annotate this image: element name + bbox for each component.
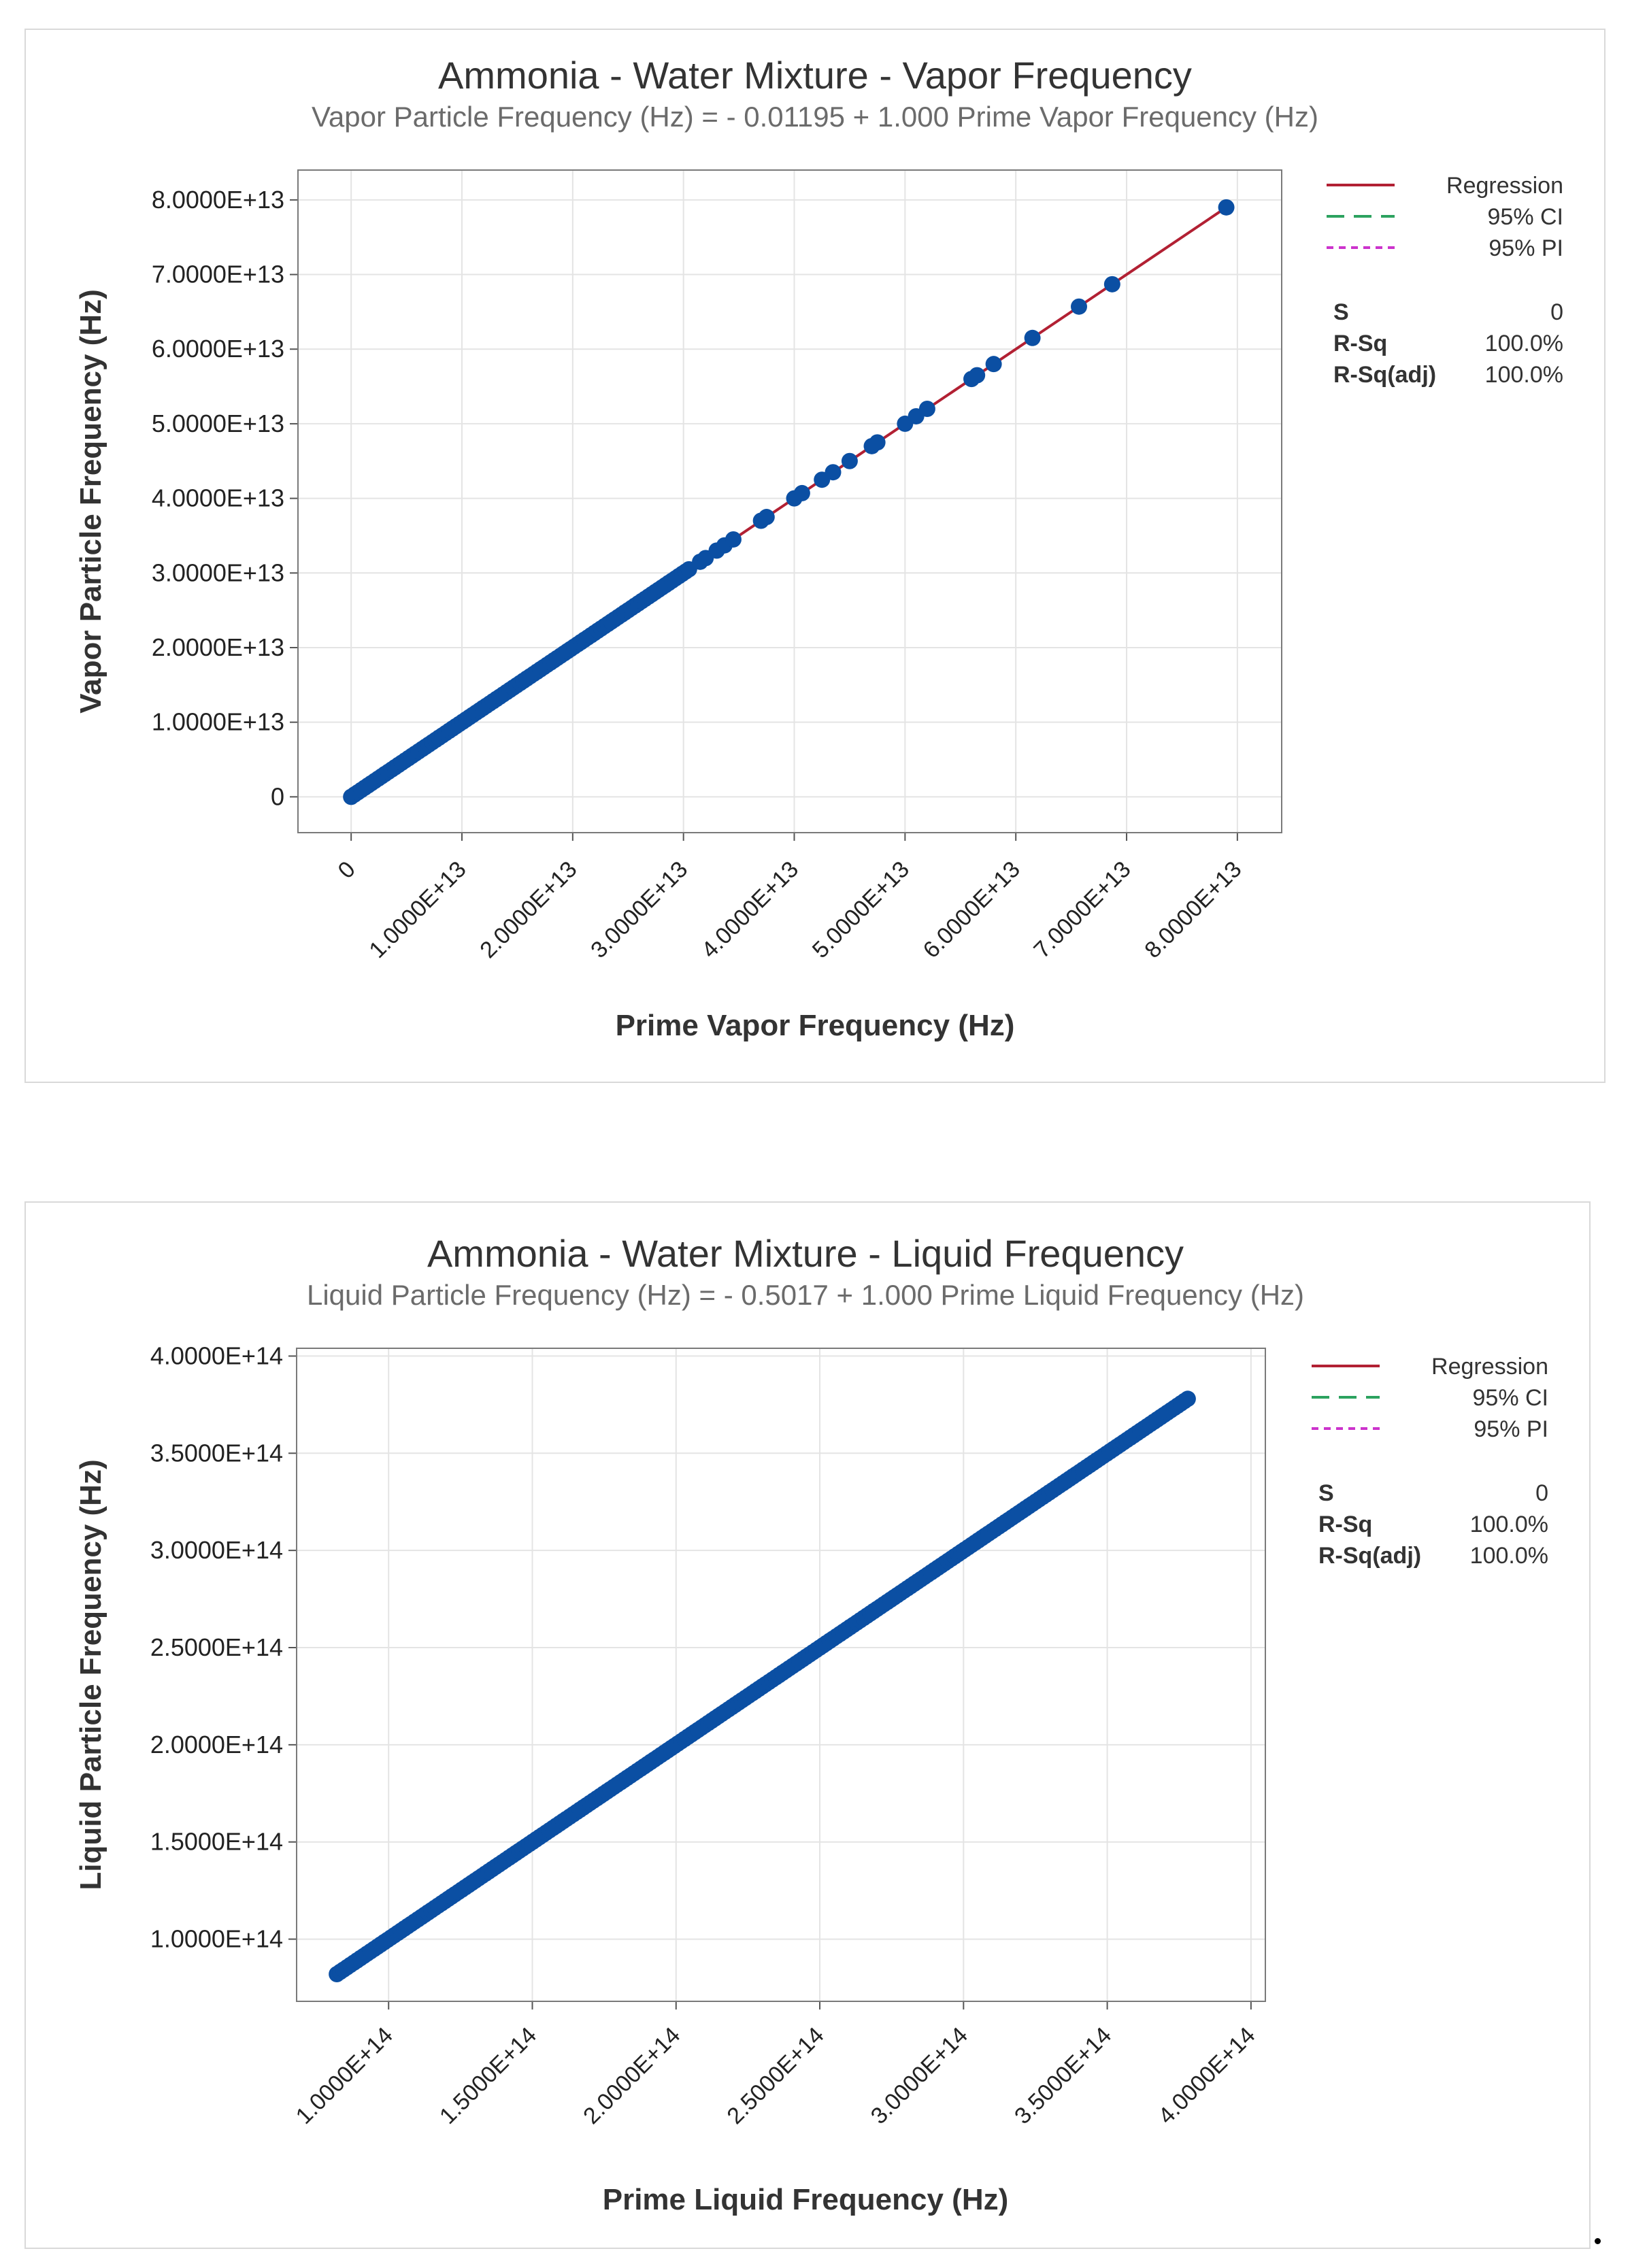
vapor-frequency-chart: Ammonia - Water Mixture - Vapor Frequenc… <box>74 54 1563 1042</box>
legend-label: Regression <box>1431 1354 1548 1380</box>
x-tick-label: 4.0000E+14 <box>1153 2022 1260 2129</box>
legend-label: Regression <box>1446 173 1563 199</box>
data-point <box>725 531 742 548</box>
legend-label: 95% CI <box>1473 1385 1549 1411</box>
vapor-frequency-chart-panel: Ammonia - Water Mixture - Vapor Frequenc… <box>24 29 1606 1083</box>
liquid-frequency-chart-panel: Ammonia - Water Mixture - Liquid Frequen… <box>24 1201 1591 2249</box>
legend: Regression 95% CI 95% PI <box>1327 173 1563 261</box>
data-point <box>1024 329 1041 346</box>
legend-label: 95% PI <box>1474 1416 1548 1442</box>
y-tick-label: 7.0000E+13 <box>152 261 284 288</box>
data-point <box>1218 199 1235 216</box>
data-point <box>825 464 842 481</box>
chart-subtitle: Vapor Particle Frequency (Hz) = - 0.0119… <box>312 101 1318 133</box>
y-tick-label: 3.0000E+14 <box>150 1536 283 1564</box>
data-point <box>918 400 935 417</box>
data-point <box>758 509 775 526</box>
y-tick-label: 8.0000E+13 <box>152 186 284 214</box>
y-tick-label: 6.0000E+13 <box>152 335 284 363</box>
x-axis-label: Prime Liquid Frequency (Hz) <box>603 2183 1009 2216</box>
x-tick-label: 0 <box>333 856 361 884</box>
data-point <box>1179 1390 1196 1407</box>
x-tick-label: 5.0000E+13 <box>808 856 914 963</box>
y-tick-label: 0 <box>271 782 284 810</box>
stat-value: 100.0% <box>1470 1543 1548 1569</box>
x-tick-label: 8.0000E+13 <box>1140 856 1246 963</box>
data-point <box>1103 276 1120 293</box>
y-tick-label: 3.5000E+14 <box>150 1439 283 1467</box>
stat-value: 0 <box>1550 299 1563 325</box>
data-point <box>969 367 986 384</box>
legend-label: 95% PI <box>1488 235 1563 261</box>
y-axis-label: Liquid Particle Frequency (Hz) <box>74 1459 107 1890</box>
stats-table: S 0 R-Sq 100.0% R-Sq(adj) 100.0% <box>1333 299 1563 388</box>
legend: Regression 95% CI 95% PI <box>1312 1354 1548 1442</box>
stat-value: 0 <box>1535 1480 1548 1506</box>
y-tick-label: 5.0000E+13 <box>152 410 284 437</box>
stat-value: 100.0% <box>1470 1512 1548 1537</box>
y-tick-label: 1.5000E+14 <box>150 1828 283 1856</box>
plot-border <box>297 169 1282 833</box>
data-point <box>869 434 886 451</box>
stat-label: R-Sq(adj) <box>1333 362 1436 388</box>
plot-border <box>296 1348 1266 2002</box>
stat-value: 100.0% <box>1485 362 1563 388</box>
y-tick-label: 4.0000E+13 <box>152 484 284 512</box>
stat-label: R-Sq <box>1318 1512 1372 1537</box>
x-tick-label: 1.0000E+13 <box>364 856 471 963</box>
data-point <box>793 484 810 501</box>
x-axis-label: Prime Vapor Frequency (Hz) <box>616 1009 1015 1042</box>
stat-label: S <box>1318 1480 1334 1506</box>
x-tick-label: 2.0000E+13 <box>475 856 582 963</box>
data-point <box>841 452 858 469</box>
x-tick-label: 1.5000E+14 <box>435 2022 542 2129</box>
y-tick-label: 3.0000E+13 <box>152 558 284 586</box>
y-axis-label: Vapor Particle Frequency (Hz) <box>74 289 107 714</box>
y-tick-label: 2.5000E+14 <box>150 1633 283 1661</box>
x-tick-label: 4.0000E+13 <box>697 856 803 963</box>
x-tick-label: 3.0000E+13 <box>586 856 693 963</box>
y-tick-label: 1.0000E+14 <box>150 1925 283 1953</box>
y-tick-label: 2.0000E+13 <box>152 633 284 661</box>
stat-label: R-Sq(adj) <box>1318 1543 1421 1569</box>
chart-title: Ammonia - Water Mixture - Liquid Frequen… <box>427 1232 1184 1275</box>
x-tick-label: 7.0000E+13 <box>1029 856 1135 963</box>
y-tick-label: 2.0000E+14 <box>150 1731 283 1758</box>
trailing-period-mark <box>1595 2238 1601 2244</box>
chart-subtitle: Liquid Particle Frequency (Hz) = - 0.501… <box>307 1279 1304 1311</box>
x-tick-label: 2.5000E+14 <box>722 2022 829 2129</box>
legend-label: 95% CI <box>1488 204 1564 230</box>
x-tick-label: 1.0000E+14 <box>291 2022 398 2129</box>
stats-table: S 0 R-Sq 100.0% R-Sq(adj) 100.0% <box>1318 1480 1548 1569</box>
stat-value: 100.0% <box>1485 331 1563 356</box>
stat-label: S <box>1333 299 1349 325</box>
data-point <box>985 356 1002 373</box>
x-tick-label: 2.0000E+14 <box>578 2022 685 2129</box>
x-tick-label: 3.5000E+14 <box>1010 2022 1116 2129</box>
liquid-frequency-chart: Ammonia - Water Mixture - Liquid Frequen… <box>74 1232 1548 2216</box>
stat-label: R-Sq <box>1333 331 1387 356</box>
x-tick-label: 3.0000E+14 <box>866 2022 973 2129</box>
chart-title: Ammonia - Water Mixture - Vapor Frequenc… <box>438 54 1192 97</box>
data-point <box>1071 298 1088 315</box>
y-tick-label: 1.0000E+13 <box>152 708 284 736</box>
x-tick-label: 6.0000E+13 <box>918 856 1025 963</box>
y-tick-label: 4.0000E+14 <box>150 1341 283 1369</box>
